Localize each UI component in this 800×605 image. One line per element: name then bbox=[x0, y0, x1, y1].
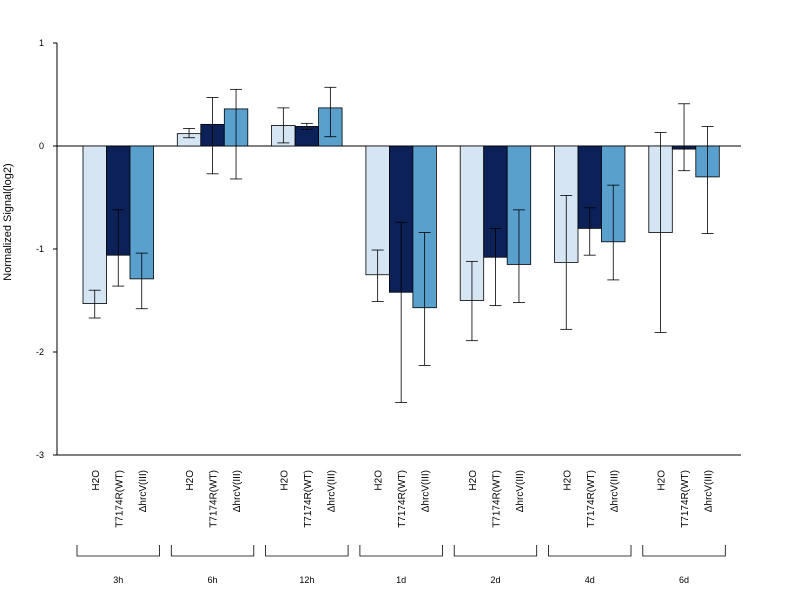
y-tick-label: 1 bbox=[39, 38, 44, 48]
bar bbox=[82, 145, 107, 304]
group-bracket bbox=[265, 545, 349, 557]
category-label: H2O bbox=[374, 470, 385, 491]
group-bracket bbox=[359, 545, 443, 557]
category-label: T7174R(WT) bbox=[114, 470, 125, 528]
group-label: 3h bbox=[113, 575, 123, 585]
category-label: ΔhrcV(III) bbox=[421, 470, 432, 512]
category-label: H2O bbox=[468, 470, 479, 491]
group-label: 6d bbox=[679, 575, 689, 585]
group-bracket bbox=[548, 545, 632, 557]
category-label: ΔhrcV(III) bbox=[232, 470, 243, 512]
category-label: H2O bbox=[562, 470, 573, 491]
category-label: ΔhrcV(III) bbox=[704, 470, 715, 512]
y-tick-label: 0 bbox=[39, 141, 44, 151]
group-bracket bbox=[76, 545, 160, 557]
category-labels: H2O T7174R(WT) ΔhrcV(III) H2O T7174R(WT) Δhrc… bbox=[91, 470, 715, 528]
y-tick-label: -1 bbox=[36, 244, 44, 254]
group-label: 6h bbox=[208, 575, 218, 585]
category-label: ΔhrcV(III) bbox=[515, 470, 526, 512]
category-label: T7174R(WT) bbox=[586, 470, 597, 528]
category-label: T7174R(WT) bbox=[491, 470, 502, 528]
error-bars bbox=[88, 86, 714, 403]
category-label: H2O bbox=[185, 470, 196, 491]
category-label: ΔhrcV(III) bbox=[609, 470, 620, 512]
category-label: T7174R(WT) bbox=[680, 470, 691, 528]
group-bracket bbox=[170, 545, 255, 557]
category-label: H2O bbox=[657, 470, 668, 491]
y-axis-label: Normalized Signal(log2) bbox=[2, 163, 14, 280]
group-label: 12h bbox=[299, 575, 314, 585]
category-label: ΔhrcV(III) bbox=[326, 470, 337, 512]
category-label: ΔhrcV(III) bbox=[138, 470, 149, 512]
group-label: 1d bbox=[396, 575, 406, 585]
group-bracket bbox=[453, 545, 538, 557]
group-brackets: 3h 6h 12h 1d 2d 4d 6d bbox=[76, 545, 726, 585]
category-label: T7174R(WT) bbox=[303, 470, 314, 528]
category-label: H2O bbox=[91, 470, 102, 491]
category-label: T7174R(WT) bbox=[209, 470, 220, 528]
category-label: T7174R(WT) bbox=[397, 470, 408, 528]
y-tick-label: -3 bbox=[36, 450, 44, 460]
group-label: 4d bbox=[585, 575, 595, 585]
group-label: 2d bbox=[490, 575, 500, 585]
group-bracket bbox=[642, 545, 726, 557]
category-label: H2O bbox=[279, 470, 290, 491]
y-tick-label: -2 bbox=[36, 347, 44, 357]
